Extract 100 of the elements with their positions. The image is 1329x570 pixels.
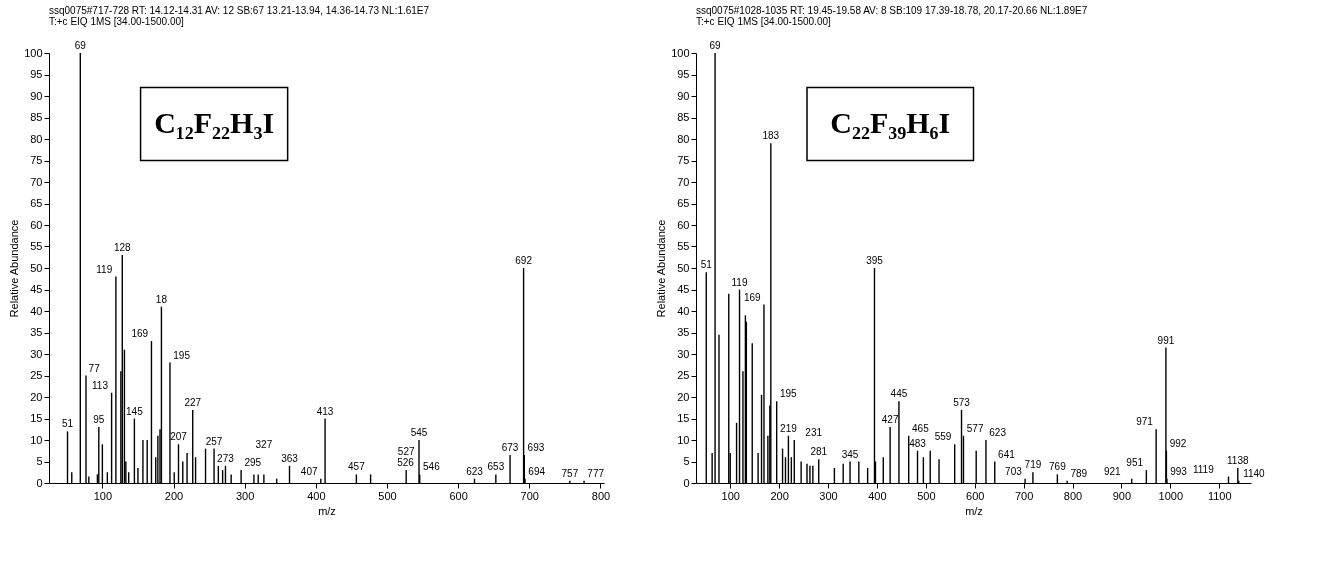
y-tick-label: 0 [683, 476, 690, 489]
annotation: 623 [989, 427, 1007, 438]
x-tick-label: 600 [449, 489, 468, 502]
annotation: 395 [866, 255, 884, 266]
y-tick-label: 45 [677, 283, 690, 295]
y-tick-label: 0 [36, 476, 43, 489]
x-tick-label: 400 [307, 489, 326, 502]
annotation: 573 [953, 396, 971, 408]
y-tick-label: 65 [677, 197, 690, 209]
chart-title: ssq0075#1028-1035 RT: 19.45-19.58 AV: 8 SB:109 17.39-18.78, 20.17-20.66 NL:1.89E7 [696, 5, 1088, 16]
chart-subtitle: T:+c EIQ 1MS [34.00-1500.00] [696, 16, 832, 27]
annotation: 1138 [1227, 454, 1249, 466]
x-tick-label: 100 [721, 489, 740, 502]
annotation: 546 [423, 461, 441, 473]
chart-title: ssq0075#717-728 RT: 14.12-14.31 AV: 12 SB:67 13.21-13.94, 14.36-14.73 NL:1.61E7 [49, 5, 430, 16]
annotation: 559 [934, 431, 952, 443]
annotation: 295 [244, 457, 262, 469]
y-tick-label: 15 [30, 412, 43, 424]
y-tick-label: 100 [671, 46, 690, 59]
annotation: 281 [810, 446, 828, 458]
y-tick-label: 50 [30, 261, 43, 274]
x-axis-title: m/z [965, 504, 983, 517]
x-tick-label: 1000 [1158, 489, 1184, 502]
y-tick-label: 30 [30, 347, 43, 360]
annotation: 95 [93, 414, 105, 426]
annotation: 128 [113, 242, 132, 254]
x-tick-label: 700 [1014, 489, 1034, 502]
annotation: 577 [966, 422, 984, 434]
x-tick-label: 300 [235, 489, 255, 502]
y-tick-label: 10 [677, 433, 690, 446]
annotation: 692 [515, 255, 533, 266]
annotation: 18 [155, 293, 168, 305]
y-tick-label: 90 [677, 89, 690, 102]
annotation: 527 [397, 446, 415, 458]
annotation: 219 [780, 422, 798, 434]
annotation: 457 [348, 461, 366, 473]
annotation: 273 [217, 452, 235, 464]
y-tick-label: 70 [677, 175, 690, 188]
annotation: 921 [1103, 465, 1122, 477]
y-tick-label: 40 [677, 304, 690, 317]
annotation: 992 [1169, 437, 1187, 449]
annotation: 69 [74, 40, 87, 51]
annotation: 69 [709, 40, 722, 51]
annotation: 113 [92, 379, 109, 391]
annotation: 991 [1157, 334, 1175, 346]
y-tick-label: 85 [30, 111, 43, 123]
annotation: 483 [909, 437, 927, 449]
annotation: 119 [96, 263, 113, 275]
annotation: 231 [805, 427, 823, 438]
x-tick-label: 600 [966, 489, 985, 502]
y-tick-label: 35 [677, 326, 690, 338]
annotation: 757 [561, 467, 579, 479]
y-tick-label: 5 [36, 455, 43, 467]
annotation: 653 [487, 461, 505, 473]
x-tick-label: 1100 [1207, 489, 1232, 502]
annotation: 407 [300, 465, 318, 477]
annotation: 327 [255, 439, 273, 451]
annotation: 195 [173, 349, 191, 361]
y-tick-label: 45 [30, 283, 43, 295]
x-tick-label: 500 [917, 489, 936, 502]
annotation: 195 [779, 388, 798, 400]
y-axis-title: Relative Abundance [655, 219, 668, 318]
y-tick-label: 55 [30, 240, 43, 252]
annotation: C₁₂F₂₂H₃I [154, 105, 275, 139]
annotation: 694 [528, 465, 546, 477]
y-tick-label: 15 [677, 412, 690, 424]
annotation: 169 [131, 328, 149, 340]
y-tick-label: 5 [683, 455, 690, 467]
x-tick-label: 200 [770, 489, 789, 502]
annotation: 51 [61, 418, 74, 430]
y-tick-label: 60 [677, 218, 690, 231]
annotation: 641 [998, 448, 1016, 460]
y-tick-label: 60 [30, 218, 43, 231]
y-tick-label: 100 [24, 46, 43, 59]
annotation: 413 [316, 405, 334, 417]
annotation: 703 [1005, 465, 1023, 477]
annotation: C₂₂F₃₉H₆I [830, 105, 951, 139]
annotation: 769 [1049, 461, 1067, 473]
y-tick-label: 20 [677, 390, 690, 403]
annotation: 693 [527, 442, 545, 454]
annotation: 77 [88, 362, 101, 374]
y-tick-label: 70 [30, 175, 43, 188]
chart-subtitle: T:+c EIQ 1MS [34.00-1500.00] [49, 16, 185, 27]
annotation: 789 [1070, 467, 1088, 479]
annotation: 345 [841, 448, 859, 460]
y-tick-label: 85 [677, 111, 690, 123]
annotation: 145 [126, 405, 144, 417]
annotation: 51 [700, 259, 713, 271]
y-tick-label: 80 [30, 132, 43, 145]
x-tick-label: 400 [868, 489, 887, 502]
y-tick-label: 90 [30, 89, 43, 102]
annotation: 719 [1024, 459, 1042, 471]
x-tick-label: 800 [1063, 489, 1083, 502]
annotation: 427 [881, 414, 899, 426]
y-tick-label: 25 [677, 369, 690, 381]
annotation: 227 [184, 396, 202, 408]
y-tick-label: 95 [30, 68, 43, 80]
annotation: 465 [912, 422, 930, 434]
y-tick-label: 50 [677, 261, 690, 274]
y-tick-label: 35 [30, 326, 43, 338]
